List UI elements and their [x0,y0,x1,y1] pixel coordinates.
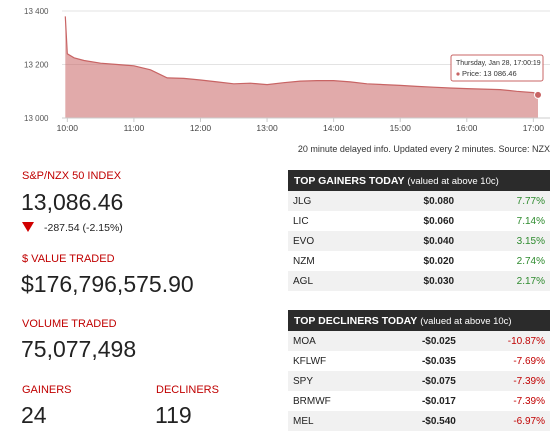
volume-label: VOLUME TRADED [22,318,117,330]
pct-change: 7.14% [516,215,545,227]
price-change: -$0.025 [378,331,461,351]
table-title: TOP GAINERS TODAY (valued at above 10c) [288,170,550,191]
row: MOA -$0.025 -10.87% [288,331,550,351]
tooltip-title: Thursday, Jan 28, 17:00:19 [456,60,541,67]
code: JLG [288,191,363,211]
value-label: $ VALUE TRADED [22,253,115,265]
row: BRMWF -$0.017 -7.39% [288,391,550,411]
code: EVO [288,231,363,251]
row: NZM $0.020 2.74% [288,251,550,271]
row: MEL -$0.540 -6.97% [288,411,550,431]
decliners-table: TOP DECLINERS TODAY (valued at above 10c… [288,310,550,431]
pct-change: 2.17% [459,271,550,291]
subtitle: (valued at above 10c) [420,315,512,327]
x-tick-label: 17:00 [523,123,545,133]
index-value: 13,086.46 [21,189,124,215]
price-change: -$0.075 [378,371,461,391]
pct-change: -7.69% [513,355,545,367]
row: LIC $0.060 7.14% [288,211,550,231]
price-chart: 13 000 13 200 13 400 10:00 11:00 12:00 13:00 14… [24,7,550,133]
row: SPY -$0.075 -7.39% [288,371,550,391]
price-change: $0.030 [363,271,460,291]
row: KFLWF -$0.035 -7.69% [288,351,550,371]
y-tick-label: 13 400 [24,7,49,16]
subtitle: (valued at above 10c) [407,175,499,187]
index-change: -287.54 (-2.15%) [44,222,123,234]
tooltip: Thursday, Jan 28, 17:00:19 Price: 13 086.… [450,54,544,82]
x-tick-label: 11:00 [124,123,145,133]
code: MOA [288,331,379,351]
table-title: TOP DECLINERS TODAY (valued at above 10c… [288,310,550,331]
pct-change: -7.39% [513,395,545,407]
row: AGL $0.030 2.17% [288,271,550,291]
hover-point [534,90,543,99]
code: LIC [293,215,309,227]
gainers-count: 24 [21,402,47,428]
price-change: -$0.017 [421,395,456,407]
pct-change: 7.77% [459,191,550,211]
header-row: TOP DECLINERS TODAY (valued at above 10c… [288,310,550,331]
row: EVO $0.040 3.15% [288,231,550,251]
x-tick-label: 10:00 [57,123,79,133]
tooltip-bullet [456,72,460,76]
code: SPY [288,371,379,391]
code: KFLWF [293,355,327,367]
value-traded: $176,796,575.90 [21,271,194,297]
x-tick-label: 14:00 [323,123,345,133]
volume-traded: 75,077,498 [21,336,137,362]
pct-change: -10.87% [460,331,550,351]
index-label: S&P/NZX 50 INDEX [22,170,122,182]
pct-change: 2.74% [516,255,545,267]
code: NZM [293,255,315,267]
x-tick-label: 12:00 [190,123,212,133]
x-tick-label: 13:00 [256,123,278,133]
delay-note: 20 minute delayed info. Updated every 2 … [297,144,550,154]
price-change: $0.060 [423,215,455,227]
header-row: TOP GAINERS TODAY (valued at above 10c) [288,170,550,191]
price-line [64,16,539,96]
price-change: $0.040 [363,231,460,251]
title: TOP DECLINERS TODAY [294,314,418,327]
x-tick-label: 16:00 [456,123,478,133]
code: AGL [288,271,363,291]
row: JLG $0.080 7.77% [288,191,550,211]
y-tick-label: 13 000 [24,114,49,123]
price-change: -$0.035 [421,355,456,367]
code: MEL [288,411,379,431]
tooltip-label: Price: 13 086.46 [462,69,517,78]
down-arrow [22,222,34,232]
y-tick-label: 13 200 [24,61,49,70]
decliners-label: DECLINERS [156,384,219,396]
x-tick-label: 15:00 [390,123,412,133]
price-change: $0.080 [363,191,460,211]
price-change: $0.020 [423,255,455,267]
price-area [65,16,539,118]
decliners-count: 119 [155,402,192,428]
price-change: -$0.540 [378,411,461,431]
pct-change: -6.97% [460,411,550,431]
tooltip-box [450,54,544,82]
code: BRMWF [293,395,331,407]
gainers-table: TOP GAINERS TODAY (valued at above 10c) J… [288,170,550,291]
pct-change: -7.39% [460,371,550,391]
gainers-label: GAINERS [22,384,72,396]
title: TOP GAINERS TODAY [294,174,405,187]
pct-change: 3.15% [459,231,550,251]
